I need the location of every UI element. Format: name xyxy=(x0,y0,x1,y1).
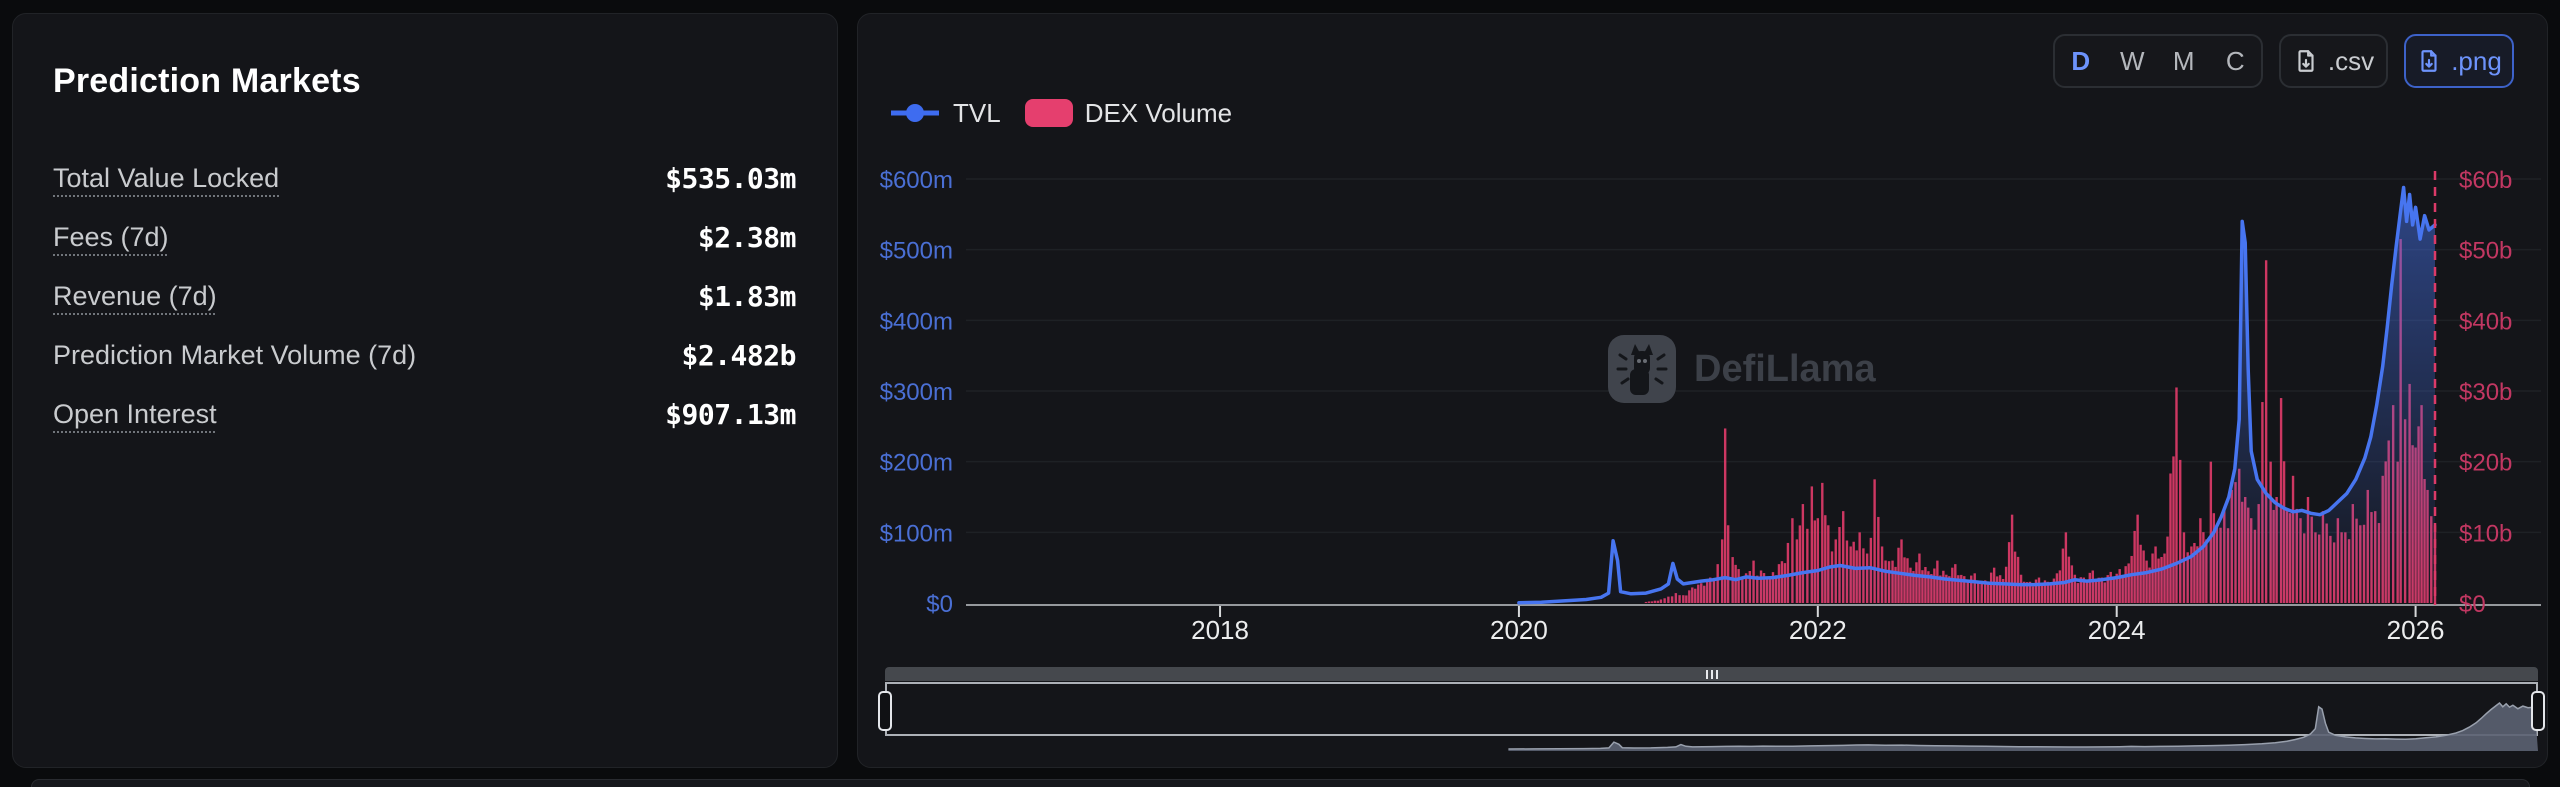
defillama-llama-icon xyxy=(1608,335,1676,403)
next-section-card-edge xyxy=(31,779,2530,787)
tvl-dex-volume-chart[interactable]: 2018 2020 2022 2024 2026 $0 $100m $200m $300m $40… xyxy=(858,14,2549,769)
drag-handle-icon xyxy=(1705,669,1708,679)
svg-text:$40b: $40b xyxy=(2459,308,2512,335)
watermark-text: DefiLlama xyxy=(1694,347,1876,390)
csv-button-label: .csv xyxy=(2327,45,2375,76)
stat-row: Total Value Locked $535.03m xyxy=(53,149,796,208)
legend-item-dex-volume[interactable]: DEX Volume xyxy=(1024,97,1233,129)
stat-row: Fees (7d) $2.38m xyxy=(53,208,797,267)
legend-label-dex-volume: DEX Volume xyxy=(1084,97,1233,128)
svg-text:$0: $0 xyxy=(926,591,953,618)
defillama-watermark: DefiLlama xyxy=(1606,333,1876,405)
time-range-brush xyxy=(878,667,2545,751)
stat-value: $2.482b xyxy=(681,339,796,372)
file-download-icon xyxy=(2298,50,2314,72)
stat-row: Prediction Market Volume (7d) $2.482b xyxy=(53,326,796,385)
svg-text:$100m: $100m xyxy=(880,520,953,547)
download-csv-button[interactable]: .csv xyxy=(2279,34,2388,88)
svg-text:$10b: $10b xyxy=(2459,520,2512,547)
stat-label[interactable]: Open Interest xyxy=(53,399,217,429)
svg-text:2022: 2022 xyxy=(1789,615,1847,645)
svg-text:$20b: $20b xyxy=(2459,450,2512,477)
svg-text:2020: 2020 xyxy=(1490,615,1548,645)
stat-value: $535.03m xyxy=(665,162,796,195)
svg-text:$200m: $200m xyxy=(880,450,953,477)
interval-button-m[interactable]: M xyxy=(2172,45,2195,76)
brush-selection-window[interactable] xyxy=(885,682,2538,751)
svg-text:$300m: $300m xyxy=(880,379,953,406)
chart-legend: TVL DEX Volume xyxy=(889,98,1232,128)
svg-text:$600m: $600m xyxy=(880,167,953,194)
svg-text:$60b: $60b xyxy=(2459,167,2512,194)
download-png-button[interactable]: .png xyxy=(2404,34,2514,88)
svg-text:$30b: $30b xyxy=(2459,379,2512,406)
svg-text:$400m: $400m xyxy=(880,308,953,335)
stat-label: Prediction Market Volume (7d) xyxy=(53,340,417,370)
stat-value: $2.38m xyxy=(697,221,797,254)
chart-panel: 2018 2020 2022 2024 2026 $0 $100m $200m $300m $40… xyxy=(857,13,2548,768)
svg-text:$500m: $500m xyxy=(880,238,953,265)
brush-handle-right[interactable] xyxy=(2531,691,2545,731)
page-title: Prediction Markets xyxy=(53,62,361,100)
tvl-line-marker-icon xyxy=(891,104,939,122)
stat-label[interactable]: Fees (7d) xyxy=(53,222,169,252)
interval-button-d[interactable]: D xyxy=(2071,45,2091,76)
stat-label[interactable]: Total Value Locked xyxy=(53,163,280,193)
svg-text:$50b: $50b xyxy=(2459,238,2512,265)
svg-text:2024: 2024 xyxy=(2088,615,2146,645)
brush-handle-left[interactable] xyxy=(878,691,892,731)
interval-button-w[interactable]: W xyxy=(2119,45,2145,76)
dex-volume-swatch-icon xyxy=(1024,99,1073,127)
stat-value: $1.83m xyxy=(697,280,797,313)
png-button-label: .png xyxy=(2451,45,2502,76)
brush-mini-chart xyxy=(1508,701,2538,751)
file-download-icon xyxy=(2421,50,2437,72)
legend-item-tvl[interactable]: TVL xyxy=(889,98,1001,129)
svg-text:2018: 2018 xyxy=(1191,615,1249,645)
prediction-markets-summary-panel: Prediction Markets Total Value Locked $53… xyxy=(12,13,838,768)
stat-value: $907.13m xyxy=(665,398,796,431)
svg-text:2026: 2026 xyxy=(2387,615,2445,645)
svg-text:$0: $0 xyxy=(2459,591,2486,618)
interval-button-c[interactable]: C xyxy=(2225,45,2245,76)
stat-row: Revenue (7d) $1.83m xyxy=(53,267,797,326)
stat-label[interactable]: Revenue (7d) xyxy=(53,281,217,311)
stat-row: Open Interest $907.13m xyxy=(53,385,796,444)
legend-label-tvl: TVL xyxy=(953,97,1001,128)
brush-drag-bar[interactable] xyxy=(885,667,2538,681)
